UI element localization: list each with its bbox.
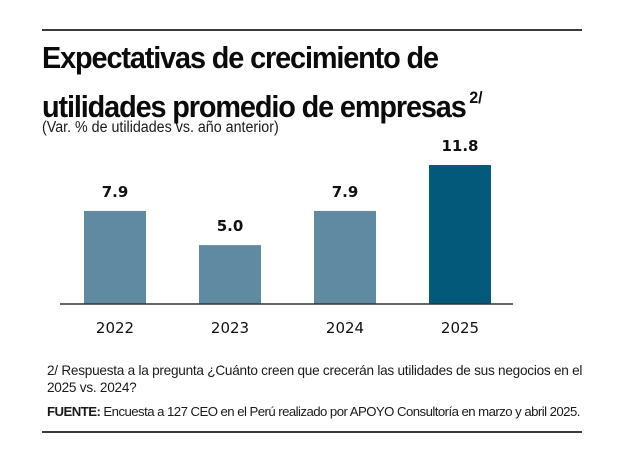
chart-subtitle: (Var. % de utilidades vs. año anterior) (42, 119, 279, 136)
top-divider (42, 29, 582, 31)
footnote-marker: 2/ (469, 88, 483, 107)
value-label-2025: 11.8 (441, 137, 478, 155)
source-text: Encuesta a 127 CEO en el Perú realizado … (100, 404, 580, 419)
bar-2024 (314, 210, 376, 304)
bar-2022 (84, 210, 146, 304)
footnote: 2/ Respuesta a la pregunta ¿Cuánto creen… (47, 363, 583, 395)
bottom-divider (42, 431, 582, 433)
chart-title: Expectativas de crecimiento de utilidade… (42, 38, 563, 127)
category-labels-group: 2022 2023 2024 2025 (96, 319, 479, 337)
chart-title-line-2-text: utilidades promedio de empresas (42, 89, 467, 124)
category-label-2023: 2023 (211, 319, 249, 337)
category-label-2025: 2025 (441, 319, 479, 337)
category-label-2024: 2024 (326, 319, 364, 337)
bar-2023 (199, 245, 261, 304)
bars-group (84, 165, 491, 304)
source-line: FUENTE: Encuesta a 127 CEO en el Perú re… (47, 404, 607, 419)
category-label-2022: 2022 (96, 319, 134, 337)
source-label: FUENTE: (47, 404, 101, 419)
chart-title-line-2: utilidades promedio de empresas 2/ (42, 78, 563, 127)
value-label-2024: 7.9 (332, 183, 359, 201)
value-labels-group: 7.9 5.0 7.9 11.8 (102, 137, 479, 235)
chart-title-line-1: Expectativas de crecimiento de (42, 40, 439, 75)
bar-2025 (429, 165, 491, 304)
value-label-2022: 7.9 (102, 183, 129, 201)
value-label-2023: 5.0 (217, 217, 244, 235)
